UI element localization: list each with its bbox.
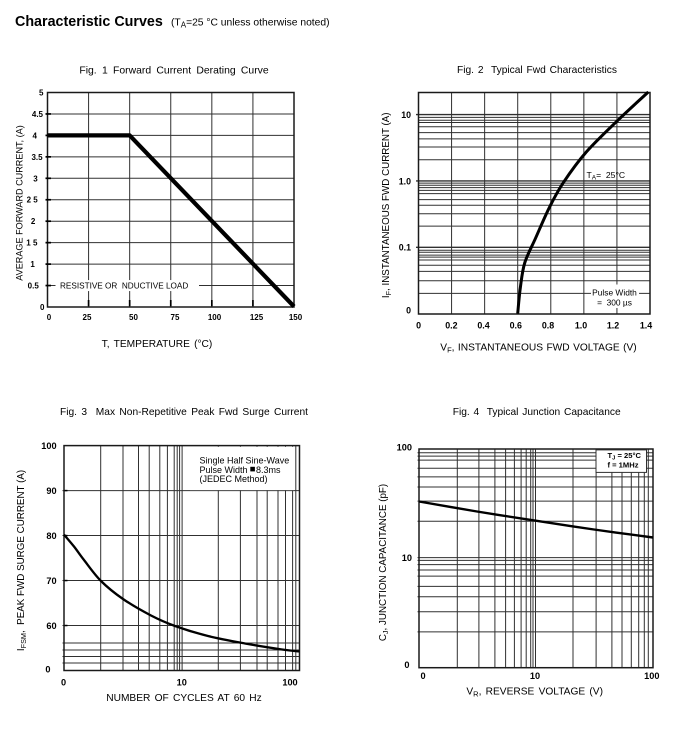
svg-text:f = 1MHz: f = 1MHz (608, 460, 639, 469)
svg-text:8.3ms: 8.3ms (256, 465, 281, 475)
svg-text:TJ = 25°C: TJ = 25°C (608, 451, 642, 462)
svg-text:3.5: 3.5 (31, 153, 43, 162)
svg-text:1.2: 1.2 (607, 321, 619, 331)
svg-text:10: 10 (402, 553, 412, 563)
svg-text:Fig. 2 Typical Fwd Characteri: Fig. 2 Typical Fwd Characteristics (457, 65, 617, 76)
svg-text:0: 0 (47, 313, 52, 322)
svg-text:0: 0 (40, 303, 45, 312)
svg-text:0: 0 (406, 306, 411, 316)
svg-text:3: 3 (33, 174, 38, 183)
svg-text:= 300 µs: = 300 µs (597, 298, 632, 308)
svg-text:1.4: 1.4 (640, 321, 652, 331)
svg-text:75: 75 (171, 313, 180, 322)
svg-text:4: 4 (33, 131, 38, 140)
svg-text:10: 10 (401, 110, 411, 120)
svg-text:0: 0 (61, 678, 66, 688)
svg-text:4.5: 4.5 (32, 110, 44, 119)
svg-text:80: 80 (46, 531, 56, 541)
svg-text:Fig. 4 Typical Junction Capac: Fig. 4 Typical Junction Capacitance (453, 407, 621, 418)
svg-text:2 5: 2 5 (27, 196, 39, 205)
svg-text:0: 0 (420, 671, 425, 681)
svg-text:1.0: 1.0 (399, 176, 411, 186)
svg-text:AVERAGE FORWARD CURRENT, (A): AVERAGE FORWARD CURRENT, (A) (15, 125, 25, 280)
svg-text:Characteristic Curves: Characteristic Curves (15, 14, 163, 30)
svg-text:NUMBER OF CYCLES AT 60 Hz: NUMBER OF CYCLES AT 60 Hz (106, 693, 262, 704)
svg-text:70: 70 (46, 576, 56, 586)
svg-text:Fig. 3 Max Non-Repetitive Pea: Fig. 3 Max Non-Repetitive Peak Fwd Surge… (60, 407, 308, 418)
svg-text:100: 100 (282, 678, 297, 688)
svg-text:10: 10 (177, 678, 187, 688)
svg-text:0: 0 (45, 665, 50, 675)
svg-text:RESISTIVE OR NDUCTIVE LOAD: RESISTIVE OR NDUCTIVE LOAD (60, 281, 188, 290)
svg-text:150: 150 (289, 313, 303, 322)
svg-text:100: 100 (397, 443, 412, 453)
svg-text:0.6: 0.6 (510, 321, 522, 331)
svg-text:(TA=25 °C unless otherwise not: (TA=25 °C unless otherwise noted) (171, 18, 330, 30)
svg-text:Fig. 1 Forward Current Deratin: Fig. 1 Forward Current Derating Curve (79, 66, 269, 77)
svg-text:100: 100 (208, 313, 222, 322)
svg-text:Single Half Sine-Wave: Single Half Sine-Wave (200, 456, 290, 466)
svg-text:(JEDEC Method): (JEDEC Method) (200, 474, 268, 484)
svg-text:5: 5 (39, 88, 44, 97)
svg-text:100: 100 (644, 671, 659, 681)
svg-text:10: 10 (530, 671, 540, 681)
svg-text:60: 60 (46, 621, 56, 631)
svg-text:2: 2 (31, 217, 36, 226)
svg-text:1 5: 1 5 (26, 239, 38, 248)
svg-text:1: 1 (30, 260, 35, 269)
svg-text:IFSM, PEAK FWD SURGE CURRENT: IFSM, PEAK FWD SURGE CURRENT (A) (16, 470, 28, 651)
svg-text:VF, INSTANTANEOUS FWD VOLTAGE: VF, INSTANTANEOUS FWD VOLTAGE (V) (440, 343, 636, 355)
svg-text:0: 0 (416, 321, 421, 331)
svg-text:125: 125 (250, 313, 264, 322)
svg-text:0.1: 0.1 (399, 243, 411, 253)
svg-text:0.4: 0.4 (477, 321, 489, 331)
svg-text:90: 90 (46, 486, 56, 496)
svg-text:1.0: 1.0 (575, 321, 587, 331)
svg-text:TA= 25°C: TA= 25°C (587, 170, 626, 182)
svg-text:0: 0 (404, 660, 409, 670)
svg-text:Pulse Width: Pulse Width (592, 288, 637, 298)
svg-text:0.8: 0.8 (542, 321, 554, 331)
svg-text:0.5: 0.5 (28, 282, 40, 291)
svg-text:Pulse Width: Pulse Width (200, 465, 248, 475)
svg-text:T, TEMPERATURE (°C): T, TEMPERATURE (°C) (102, 339, 213, 350)
svg-text:100: 100 (41, 441, 56, 451)
svg-text:50: 50 (129, 313, 138, 322)
svg-text:IF, INSTANTANEOUS FWD CURRENT: IF, INSTANTANEOUS FWD CURRENT (A) (381, 112, 393, 298)
svg-text:VR, REVERSE VOLTAGE (V): VR, REVERSE VOLTAGE (V) (466, 686, 603, 698)
svg-text:0.2: 0.2 (445, 321, 457, 331)
svg-text:CJ, JUNCTION CAPACITANCE (pF): CJ, JUNCTION CAPACITANCE (pF) (378, 484, 390, 641)
svg-text:25: 25 (83, 313, 92, 322)
